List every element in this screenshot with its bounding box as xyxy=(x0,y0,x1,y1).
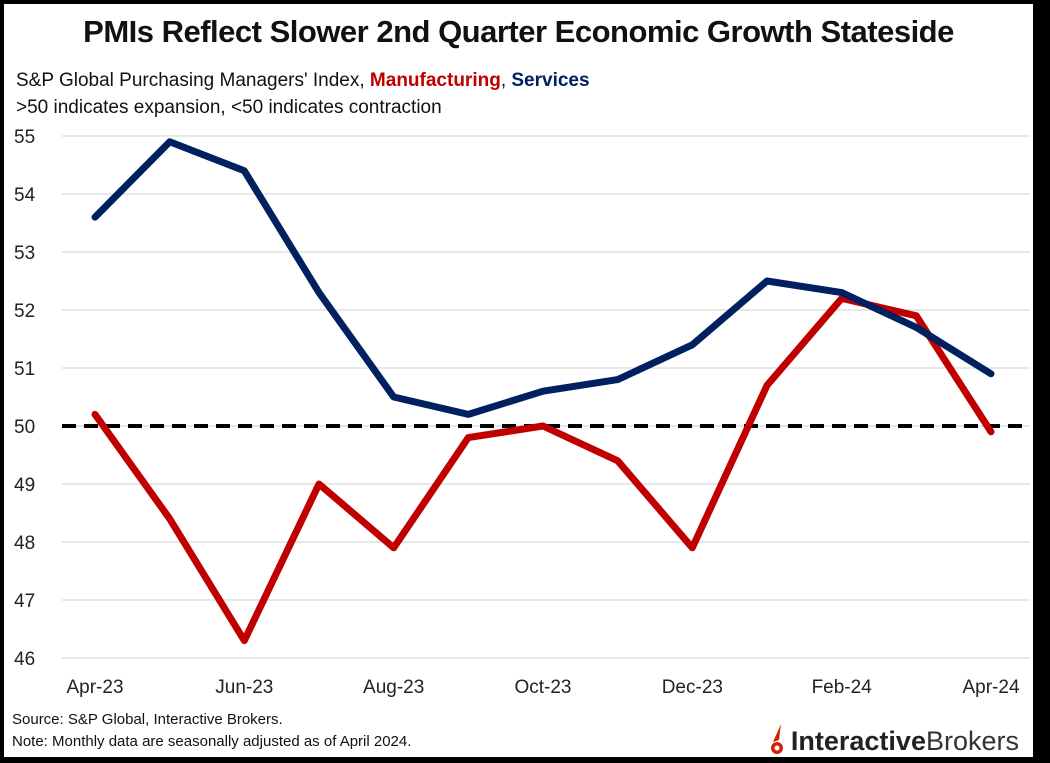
x-tick-label: Oct-23 xyxy=(514,677,571,698)
y-tick-label: 51 xyxy=(14,359,35,380)
x-tick-label: Jun-23 xyxy=(215,677,273,698)
x-axis-ticks: Apr-23 Jun-23 Aug-23 Oct-23 Dec-23 Feb-24 Apr-… xyxy=(66,677,1019,698)
x-tick-label: Dec-23 xyxy=(662,677,723,698)
y-tick-label: 46 xyxy=(14,649,35,670)
y-axis-ticks: 46 47 48 49 50 51 52 53 54 55 xyxy=(14,127,36,670)
x-tick-label: Feb-24 xyxy=(812,677,873,698)
chart-title: PMIs Reflect Slower 2nd Quarter Economic… xyxy=(83,14,954,49)
y-tick-label: 53 xyxy=(14,243,35,264)
source-note: Source: S&P Global, Interactive Brokers. xyxy=(12,711,283,728)
y-tick-label: 55 xyxy=(14,127,35,148)
series-line-services xyxy=(91,138,995,418)
subtitle-prefix: S&P Global Purchasing Managers' Index, xyxy=(16,70,370,91)
x-tick-label: Apr-23 xyxy=(66,677,123,698)
series-lines xyxy=(91,138,995,645)
interactive-brokers-logo: InteractiveBrokers xyxy=(770,724,1019,757)
y-tick-label: 54 xyxy=(14,185,36,206)
subtitle-sep: , xyxy=(500,70,512,91)
chart-subtitle: S&P Global Purchasing Managers' Index, M… xyxy=(16,70,590,92)
y-tick-label: 47 xyxy=(14,591,35,612)
line-chart: 46 47 48 49 50 51 52 53 54 55 Apr-23 Jun-23 Aug-23 O… xyxy=(14,127,1030,698)
y-tick-label: 49 xyxy=(14,475,35,496)
logo-text-regular: Brokers xyxy=(925,726,1019,756)
y-tick-label: 50 xyxy=(14,417,35,438)
logo-text-bold: Interactive xyxy=(790,726,926,756)
y-tick-label: 52 xyxy=(14,301,35,322)
series-line-manufacturing xyxy=(91,294,995,645)
x-tick-label: Aug-23 xyxy=(363,677,424,698)
legend-manufacturing: Manufacturing xyxy=(369,70,501,91)
y-tick-label: 48 xyxy=(14,533,35,554)
x-tick-label: Apr-24 xyxy=(962,677,1019,698)
expansion-note: >50 indicates expansion, <50 indicates c… xyxy=(16,97,442,118)
ib-flame-icon xyxy=(770,724,783,754)
legend-services: Services xyxy=(511,70,590,91)
data-note: Note: Monthly data are seasonally adjust… xyxy=(12,733,412,750)
chart-frame: PMIs Reflect Slower 2nd Quarter Economic… xyxy=(4,4,1033,757)
